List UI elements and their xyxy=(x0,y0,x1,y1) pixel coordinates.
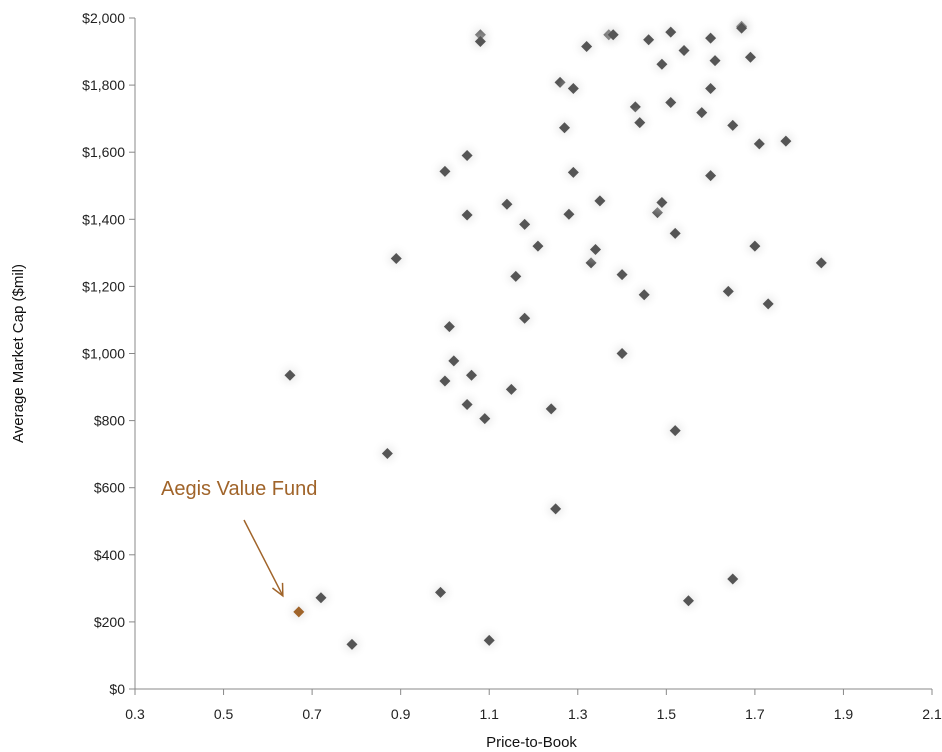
y-tick-label: $2,000 xyxy=(82,10,125,26)
data-point xyxy=(519,218,531,230)
data-point xyxy=(563,208,575,220)
data-point xyxy=(736,22,748,34)
y-tick-label: $400 xyxy=(94,547,125,563)
y-tick-label: $1,400 xyxy=(82,211,125,227)
data-point xyxy=(665,26,677,38)
data-points xyxy=(273,10,838,661)
annotation-label: Aegis Value Fund xyxy=(161,478,317,500)
x-tick-label: 0.3 xyxy=(125,706,145,722)
data-point xyxy=(594,195,606,207)
data-point xyxy=(474,35,486,47)
data-point xyxy=(705,32,717,44)
data-point xyxy=(744,51,756,63)
annotation: Aegis Value Fund xyxy=(161,478,317,628)
x-tick-label: 1.3 xyxy=(568,706,588,722)
data-point xyxy=(815,257,827,269)
data-point xyxy=(722,285,734,297)
data-point xyxy=(678,45,690,57)
data-point xyxy=(669,425,681,437)
data-point xyxy=(616,348,628,359)
data-point xyxy=(616,269,628,281)
data-point xyxy=(762,298,774,310)
x-tick-label: 1.5 xyxy=(657,706,677,722)
axes: 0.3 0.5 0.7 0.9 1.1 1.3 1.5 1.7 1.9 2.1 $0 $200 $400… xyxy=(10,10,942,751)
data-point xyxy=(696,107,708,119)
data-point xyxy=(749,240,761,252)
data-point xyxy=(709,55,721,67)
data-point xyxy=(643,34,655,46)
data-point xyxy=(638,289,650,301)
data-point xyxy=(705,82,717,94)
data-point xyxy=(532,240,544,252)
x-tick-label: 1.7 xyxy=(745,706,765,722)
y-tick-label: $1,000 xyxy=(82,346,125,362)
y-tick-label: $0 xyxy=(109,681,125,697)
data-point xyxy=(656,197,668,209)
data-point xyxy=(705,170,717,182)
y-tick-label: $1,200 xyxy=(82,278,125,294)
data-point xyxy=(483,634,495,646)
data-point xyxy=(435,586,447,598)
data-point xyxy=(567,166,579,178)
x-tick-label: 2.1 xyxy=(922,706,942,722)
data-point xyxy=(439,165,451,177)
data-point xyxy=(581,41,593,53)
y-tick-label: $200 xyxy=(94,614,125,630)
y-tick-label: $1,600 xyxy=(82,144,125,160)
data-point xyxy=(390,253,402,265)
x-tick-label: 0.9 xyxy=(391,706,411,722)
data-point xyxy=(510,270,522,282)
data-point xyxy=(567,82,579,94)
data-point xyxy=(461,398,473,410)
data-point xyxy=(381,447,393,459)
data-point xyxy=(284,369,296,381)
data-point xyxy=(315,592,327,604)
data-point xyxy=(727,573,739,585)
data-point xyxy=(448,355,460,367)
y-tick-label: $600 xyxy=(94,480,125,496)
data-point xyxy=(501,198,513,210)
x-tick-label: 1.1 xyxy=(479,706,499,722)
x-tick-label: 0.7 xyxy=(302,706,322,722)
data-point xyxy=(589,243,601,255)
data-point xyxy=(665,97,677,109)
data-point xyxy=(461,209,473,221)
annotation-arrow xyxy=(243,519,284,597)
data-point xyxy=(519,312,531,324)
data-point xyxy=(550,503,562,515)
data-point xyxy=(346,638,358,650)
data-point xyxy=(634,117,646,129)
annotation-arrowhead xyxy=(272,582,284,598)
data-point xyxy=(682,595,694,607)
y-axis-title: Average Market Cap ($mil) xyxy=(10,264,27,443)
data-point xyxy=(545,403,557,415)
data-point xyxy=(656,58,668,70)
highlight-point xyxy=(293,606,305,618)
data-point xyxy=(607,29,619,41)
data-point xyxy=(466,369,478,381)
x-tick-label: 1.9 xyxy=(834,706,854,722)
data-point xyxy=(558,122,570,134)
data-point xyxy=(753,138,765,150)
y-tick-label: $1,800 xyxy=(82,77,125,93)
data-point xyxy=(479,413,491,425)
data-point xyxy=(443,321,455,333)
data-point xyxy=(461,150,473,162)
data-point xyxy=(439,375,451,387)
data-point xyxy=(669,227,681,239)
data-point xyxy=(727,119,739,131)
x-tick-label: 0.5 xyxy=(214,706,234,722)
data-point xyxy=(505,383,517,395)
y-tick-label: $800 xyxy=(94,413,125,429)
data-point xyxy=(780,135,792,147)
x-axis-title: Price-to-Book xyxy=(486,734,577,751)
